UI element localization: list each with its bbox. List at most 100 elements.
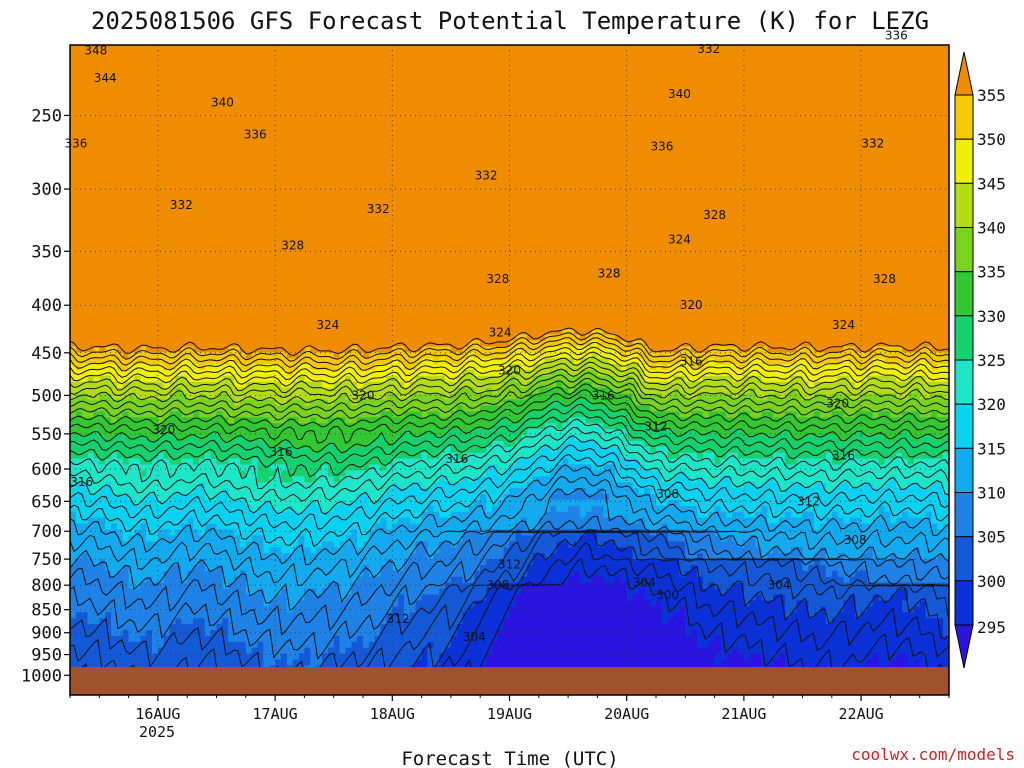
isentrope-342 [70, 361, 949, 398]
y-tick-label: 700 [31, 522, 62, 542]
isentrope-label: 328 [873, 272, 896, 286]
colorbar-bin [954, 182, 974, 229]
isentrope-label: 316 [270, 445, 293, 459]
y-tick-label: 650 [31, 492, 62, 512]
x-tick-label: 17AUG [253, 705, 298, 723]
isentrope-310 [70, 487, 949, 612]
colorbar: 295 300 305 310 315 320 325 330 335 340 345 350 355 [954, 51, 1006, 669]
year-label: 2025 [139, 723, 175, 741]
colorbar-tick-label: 305 [977, 528, 1006, 547]
isentrope-label: 344 [94, 71, 117, 85]
y-tick-label: 250 [31, 106, 62, 126]
y-tick-label: 350 [31, 242, 62, 262]
isentrope-330 [70, 396, 949, 454]
isentrope-label: 304 [633, 576, 656, 590]
y-tick-label: 450 [31, 344, 62, 364]
isentrope-320 [70, 435, 949, 516]
colorbar-tick-label: 355 [977, 86, 1006, 105]
ground-surface [70, 667, 949, 695]
x-tick-label: 21AUG [721, 705, 766, 723]
credit-link[interactable]: coolwx.com/models [851, 745, 1015, 764]
colorbar-tick-label: 335 [977, 263, 1006, 282]
grid-lines [70, 45, 949, 667]
colorbar-tick-label: 325 [977, 351, 1006, 370]
isentrope-label: 308 [656, 487, 679, 501]
isentrope-label: 328 [281, 239, 304, 253]
x-tick-label: 22AUG [839, 705, 884, 723]
isentrope-label: 312 [387, 612, 410, 626]
colorbar-bin [954, 536, 974, 582]
colorbar-bin [954, 138, 974, 184]
y-tick-label: 500 [31, 386, 62, 406]
colorbar-bottom-arrow [954, 624, 974, 669]
colorbar-tick-label: 340 [977, 219, 1006, 238]
isentrope-label: 304 [463, 630, 486, 644]
isentrope-label: 320 [826, 396, 849, 410]
colorbar-bin [954, 359, 974, 405]
isentrope-label: 332 [367, 202, 390, 216]
isentrope-label: 324 [489, 326, 512, 340]
isentrope-label: 304 [768, 578, 791, 592]
isentrope-316 [70, 454, 949, 548]
colorbar-tick-label: 320 [977, 395, 1006, 414]
x-tick-label: 20AUG [604, 705, 649, 723]
y-axis: 250 300 350 400 450 500 550 600 650 700 750 800 850 9… [21, 106, 70, 686]
colorbar-bin [954, 271, 974, 317]
y-tick-label: 300 [31, 180, 62, 200]
colorbar-tick-label: 330 [977, 307, 1006, 326]
isentrope-304 [70, 530, 949, 667]
isentrope-label: 332 [861, 137, 884, 151]
colorbar-tick-label: 315 [977, 439, 1006, 458]
isentrope-326 [70, 411, 949, 478]
isentrope-334 [70, 383, 949, 429]
colorbar-bin [954, 492, 974, 538]
isentrope-label: 332 [475, 168, 498, 182]
isentrope-label: 316 [70, 475, 93, 489]
y-tick-label: 950 [31, 646, 62, 666]
isentrope-312 [70, 475, 949, 586]
isentrope-298 [441, 542, 949, 667]
colorbar-tick-label: 310 [977, 484, 1006, 503]
isentrope-label: 324 [316, 318, 339, 332]
colorbar-bin [954, 403, 974, 449]
colorbar-tick-label: 300 [977, 572, 1006, 591]
y-tick-label: 800 [31, 576, 62, 596]
isentrope-label: 312 [498, 558, 521, 572]
isentrope-label: 332 [697, 42, 720, 56]
isentrope-308 [70, 515, 949, 636]
y-tick-label: 900 [31, 624, 62, 644]
isentrope-label: 320 [498, 363, 521, 377]
isentrope-label: 316 [445, 452, 468, 466]
isentrope-label: 320 [152, 423, 175, 437]
x-axis: 16AUG 17AUG 18AUG 19AUG 20AUG 21AUG 22AUG [69, 695, 950, 723]
isentrope-label: 308 [486, 578, 509, 592]
isentrope-336 [70, 377, 949, 421]
isentrope-label: 336 [244, 127, 267, 141]
isentrope-label: 324 [832, 318, 855, 332]
colorbar-top-arrow [954, 51, 974, 96]
isentrope-306 [70, 528, 949, 661]
colorbar-bin [954, 227, 974, 273]
isentrope-label: 332 [170, 198, 193, 212]
y-tick-label: 550 [31, 425, 62, 445]
isentrope-296 [464, 558, 942, 667]
colorbar-tick-label: 350 [977, 130, 1006, 149]
x-tick-label: 18AUG [370, 705, 415, 723]
isentrope-label: 340 [211, 95, 234, 109]
isentrope-label: 336 [64, 137, 87, 151]
isentrope-324 [70, 418, 949, 490]
x-axis-label: Forecast Time (UTC) [401, 748, 618, 768]
isentrope-label: 308 [844, 533, 867, 547]
isentrope-label: 348 [84, 44, 107, 58]
isentrope-labels: 348 344 340 336 336 332 328 332 332 328 324 324 320 3… [64, 28, 907, 644]
colorbar-tick-label: 295 [977, 618, 1006, 637]
chart-title: 2025081506 GFS Forecast Potential Temper… [91, 7, 929, 35]
y-tick-label: 750 [31, 550, 62, 570]
isentrope-label: 328 [598, 267, 621, 281]
isentrope-label: 324 [668, 233, 691, 247]
isentrope-label: 328 [486, 272, 509, 286]
isentrope-label: 316 [592, 388, 615, 402]
isentrope-label: 320 [680, 298, 703, 312]
isentrope-346 [70, 351, 949, 387]
